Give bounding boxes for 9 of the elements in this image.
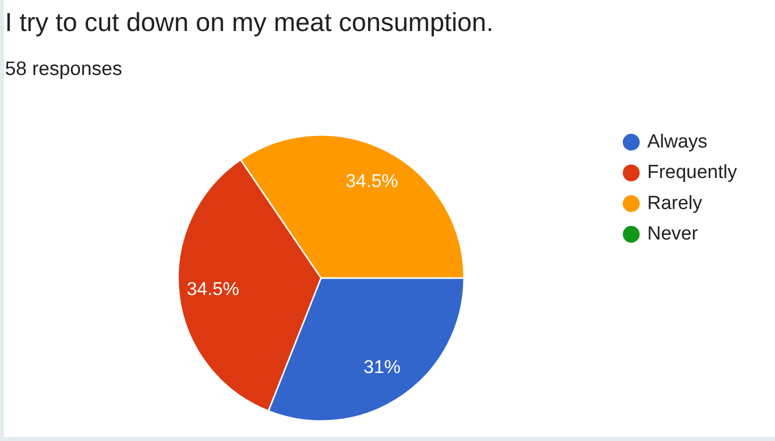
legend-label: Rarely [647,192,703,214]
legend-label: Never [647,224,699,245]
legend-label: Frequently [647,162,738,184]
chart-title: I try to cut down on my meat consumption. [5,6,494,38]
data-label: 31% [364,356,401,377]
legend-label: Always [647,131,708,152]
data-label: 34.5% [346,170,398,192]
data-label: 34.5% [186,278,240,300]
chart-subtitle: 58 responses [5,57,122,81]
